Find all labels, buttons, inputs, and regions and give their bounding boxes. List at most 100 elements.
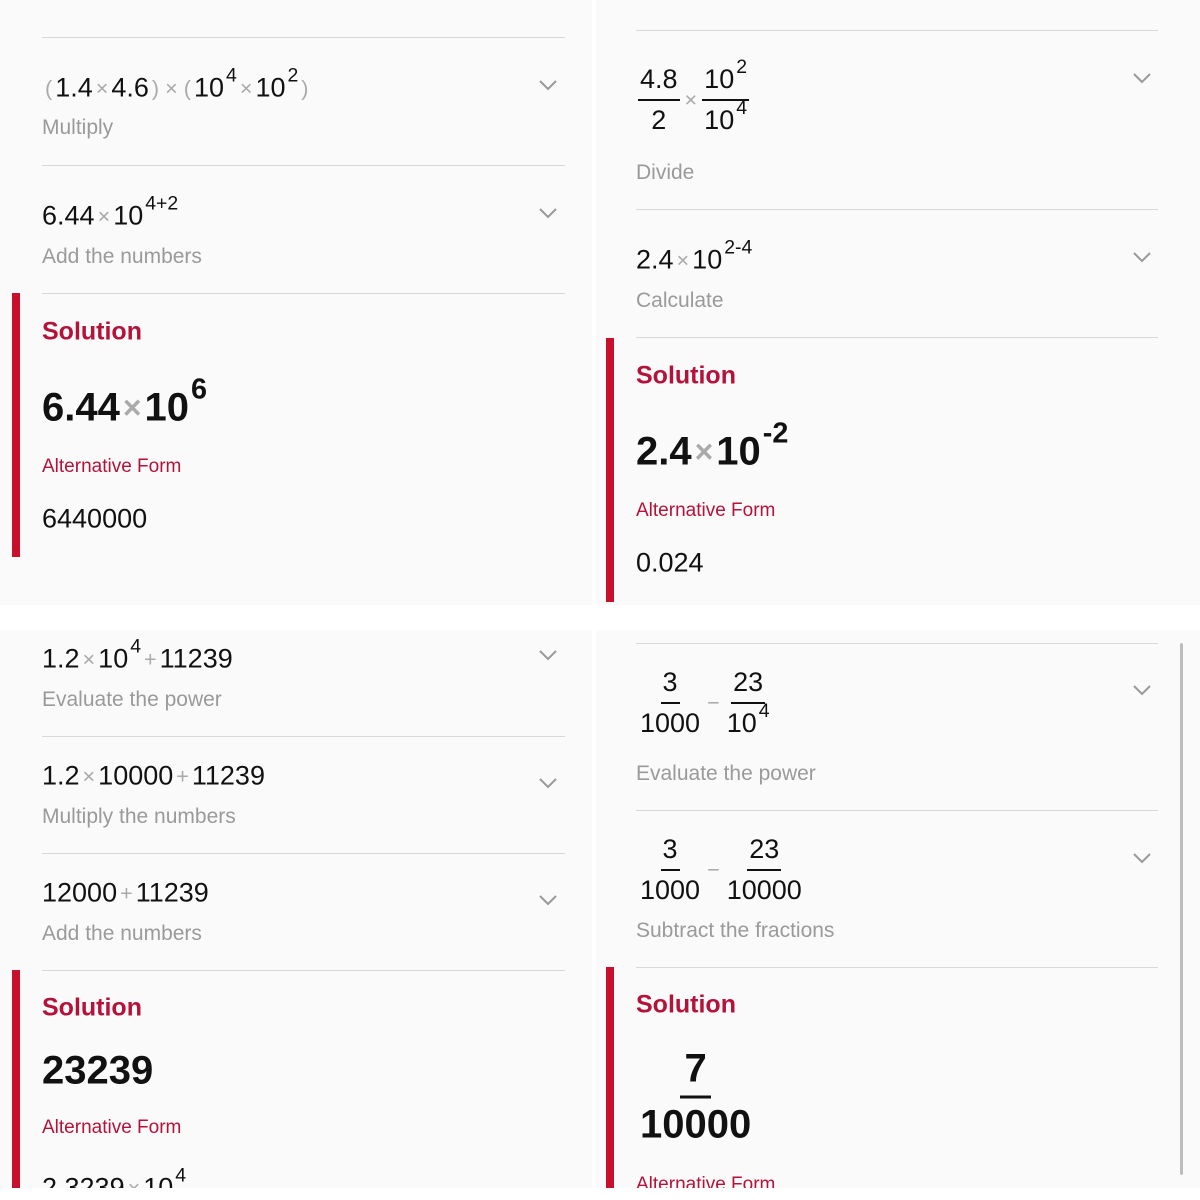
exponent: 4 — [736, 97, 748, 120]
expand-chevron[interactable] — [538, 207, 558, 219]
alternative-title: Alternative Form — [636, 1174, 776, 1188]
denominator: 10000 — [638, 1099, 753, 1148]
panel: 1.2 × 10 4 +11239 Evaluate the power 1.2 × 10000… — [0, 630, 592, 1188]
operator: × — [676, 247, 690, 272]
power: 10 4 — [704, 97, 747, 136]
expand-chevron[interactable] — [1132, 251, 1152, 263]
power: 10 2 — [704, 56, 747, 95]
scrollbar[interactable] — [1180, 643, 1183, 1175]
expand-chevron[interactable] — [1132, 684, 1152, 696]
solution-title: Solution — [636, 361, 736, 390]
step-expression: 1.2 × 10 4 +11239 — [42, 636, 233, 675]
step-expression: 1.2 × 10000 +11239 — [42, 761, 265, 792]
power: 106 — [144, 374, 208, 431]
step-expression: 6.44 × 10 4+2 — [42, 193, 178, 232]
expand-chevron[interactable] — [1132, 72, 1152, 84]
math-text: 23239 — [42, 1048, 154, 1093]
numerator: 3 — [660, 667, 680, 704]
solution-bar — [12, 970, 20, 1188]
power: 10-2 — [716, 418, 788, 475]
math-text: 3 — [662, 667, 678, 697]
expand-chevron[interactable] — [538, 894, 558, 906]
operator: × — [694, 433, 714, 470]
divider — [636, 810, 1158, 811]
step-label: Evaluate the power — [42, 688, 222, 711]
exponent: 2 — [736, 56, 748, 79]
operator: − — [707, 857, 720, 882]
divider — [42, 165, 565, 166]
math-text: 6440000 — [42, 503, 148, 534]
math-text: 6.44 — [42, 200, 95, 231]
step-expression: 4.8 2 × 10 2 10 4 — [636, 56, 751, 136]
denominator: 10000 — [725, 871, 804, 906]
fraction: 3 1000 — [638, 667, 702, 739]
power: 10 4 — [194, 65, 237, 104]
power-base: 10 — [113, 200, 144, 231]
exponent: 4 — [226, 64, 237, 87]
math-text: 11239 — [191, 760, 265, 791]
operator: ( — [183, 75, 191, 100]
panel: 3 1000−23 10 4 Evaluate the power 3 1000−23 100… — [596, 630, 1200, 1188]
power: 10 4 — [98, 636, 141, 675]
denominator: 1000 — [638, 871, 702, 906]
exponent: 4+2 — [145, 192, 179, 215]
math-text: 1.2 — [42, 643, 80, 674]
fraction: 7 10000 — [638, 1047, 753, 1148]
divider — [42, 853, 565, 854]
divider — [636, 337, 1158, 338]
power-base: 10 — [704, 64, 735, 94]
exponent: -2 — [762, 417, 789, 450]
power: 10 4 — [143, 1165, 186, 1188]
operator: × — [127, 1175, 141, 1188]
power-base: 10 — [704, 105, 735, 135]
alternative-value: 6440000 — [42, 504, 147, 535]
exponent: 2 — [287, 64, 299, 87]
math-text: 4.6 — [111, 72, 149, 103]
step-label: Add the numbers — [42, 922, 202, 945]
divider — [42, 37, 565, 38]
numerator: 4.8 — [638, 64, 680, 101]
math-text: 2 — [651, 105, 667, 135]
step-label: Multiply — [42, 116, 114, 139]
operator: × — [97, 203, 111, 228]
power-base: 10 — [716, 429, 761, 474]
fraction: 10 2 10 4 — [702, 56, 750, 136]
math-text: 6.44 — [42, 385, 120, 430]
power: 10 4+2 — [113, 193, 178, 232]
step-label: Multiply the numbers — [42, 805, 236, 828]
operator: ) — [151, 75, 160, 100]
math-text: 1.2 — [42, 760, 80, 791]
expand-chevron[interactable] — [538, 649, 558, 661]
operator: × — [122, 389, 142, 426]
operator: × — [684, 87, 698, 112]
math-text: 1000 — [640, 875, 701, 905]
power: 10 4 — [727, 700, 770, 739]
step-label: Divide — [636, 161, 695, 184]
operator: × — [239, 75, 253, 100]
power-base: 10 — [98, 643, 129, 674]
math-text: 4.8 — [640, 64, 678, 94]
step-expression: 3 1000− 23 10000 — [636, 834, 806, 906]
panel: 4.8 2 × 10 2 10 4 Divide 2.4 × 10 2-4 Calculate Solut… — [596, 0, 1200, 605]
solution-bar — [606, 967, 614, 1188]
exponent: 6 — [191, 373, 208, 406]
solution-bar — [12, 293, 20, 557]
denominator: 1000 — [638, 704, 702, 739]
divider — [42, 293, 565, 294]
divider — [42, 736, 565, 737]
divider — [636, 967, 1158, 968]
step-expression: (1.4 × 4.6) ×(10 4 × 10 2) — [42, 65, 312, 104]
fraction: 4.8 2 — [638, 64, 680, 136]
expand-chevron[interactable] — [538, 777, 558, 789]
expand-chevron[interactable] — [1132, 852, 1152, 864]
exponent: 4 — [175, 1164, 187, 1187]
math-text: 12000 — [42, 877, 118, 908]
expand-chevron[interactable] — [538, 79, 558, 91]
math-text: 0.024 — [636, 547, 704, 578]
divider — [636, 643, 1158, 644]
math-text: 2.4 — [636, 429, 692, 474]
operator: × — [95, 75, 109, 100]
power-base: 10 — [144, 385, 190, 430]
math-text: 23 — [733, 667, 764, 697]
exponent: 4 — [758, 700, 770, 723]
